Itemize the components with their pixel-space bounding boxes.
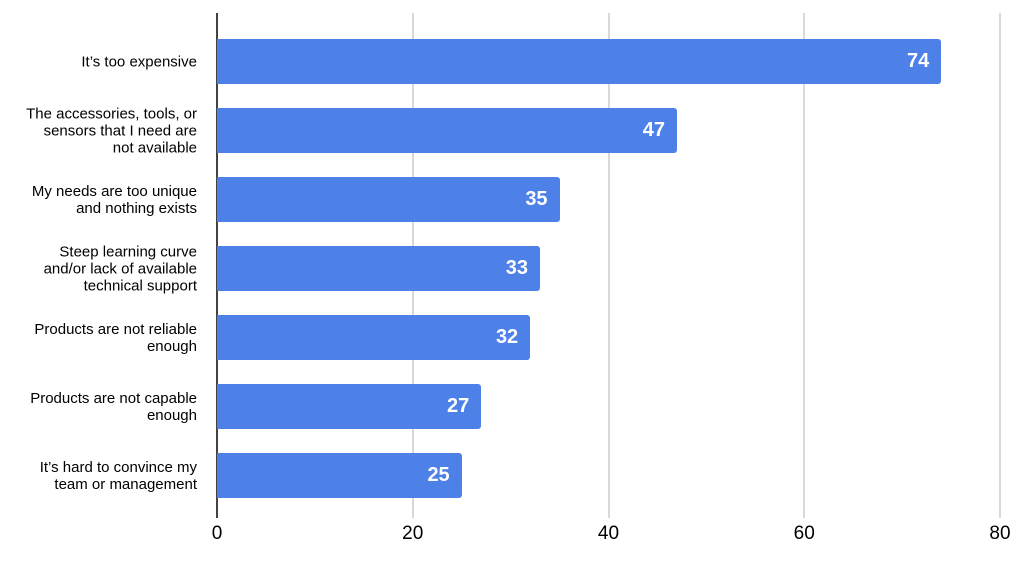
bar: 47 xyxy=(217,108,677,153)
bar-value-label: 74 xyxy=(907,50,930,72)
x-tick-label: 20 xyxy=(402,523,424,544)
category-label: It’s hard to convince my team or managem… xyxy=(39,458,197,493)
category-label: Steep learning curve and/or lack of avai… xyxy=(43,243,197,294)
bar-track: 47 xyxy=(217,108,1000,153)
bar: 25 xyxy=(217,453,462,498)
bar: 35 xyxy=(217,177,560,222)
gridline xyxy=(803,13,806,510)
bar-value-label: 32 xyxy=(495,326,519,348)
bar-track: 27 xyxy=(217,384,1000,429)
bar-row: It’s hard to convince my team or managem… xyxy=(0,441,1024,510)
category-label: Products are not reliable enough xyxy=(34,320,197,355)
x-tick-label: 0 xyxy=(211,523,223,544)
x-axis-tick-mark xyxy=(411,510,414,518)
bar: 74 xyxy=(217,39,942,84)
bar: 33 xyxy=(217,246,540,291)
bar-value-label: 25 xyxy=(427,464,450,486)
bar-rows: It’s too expensive 74 The accessories, t… xyxy=(0,27,1024,510)
x-tick-label: 60 xyxy=(793,523,815,544)
bar-track: 74 xyxy=(217,39,1000,84)
bar-track: 32 xyxy=(217,315,1000,360)
bar-track: 35 xyxy=(217,177,1000,222)
bar-row: Products are not reliable enough 32 xyxy=(0,303,1024,372)
bar-row: Steep learning curve and/or lack of avai… xyxy=(0,234,1024,303)
bar-value-label: 27 xyxy=(447,395,470,417)
bar: 32 xyxy=(217,315,531,360)
bar: 27 xyxy=(217,384,482,429)
bar-row: It’s too expensive 74 xyxy=(0,27,1024,96)
x-axis-tick-mark xyxy=(803,510,806,518)
gridline xyxy=(607,13,610,510)
bar-row: Products are not capable enough 27 xyxy=(0,372,1024,441)
x-axis-tick-mark xyxy=(607,510,610,518)
category-label: It’s too expensive xyxy=(81,53,197,70)
bar-value-label: 35 xyxy=(525,188,548,210)
bar-row: The accessories, tools, or sensors that … xyxy=(0,96,1024,165)
bar-value-label: 33 xyxy=(505,257,528,279)
bar-track: 33 xyxy=(217,246,1000,291)
bar-value-label: 47 xyxy=(642,119,665,141)
gridline xyxy=(999,13,1001,510)
bar-track: 25 xyxy=(217,453,1000,498)
category-label: My needs are too unique and nothing exis… xyxy=(31,182,197,217)
x-tick-label: 80 xyxy=(989,523,1011,544)
x-tick-label: 40 xyxy=(597,523,620,544)
bar-row: My needs are too unique and nothing exis… xyxy=(0,165,1024,234)
category-label: Products are not capable enough xyxy=(30,389,197,424)
category-label: The accessories, tools, or sensors that … xyxy=(26,105,197,156)
x-axis-tick-mark xyxy=(999,510,1001,518)
x-axis-tick-mark xyxy=(216,510,218,518)
